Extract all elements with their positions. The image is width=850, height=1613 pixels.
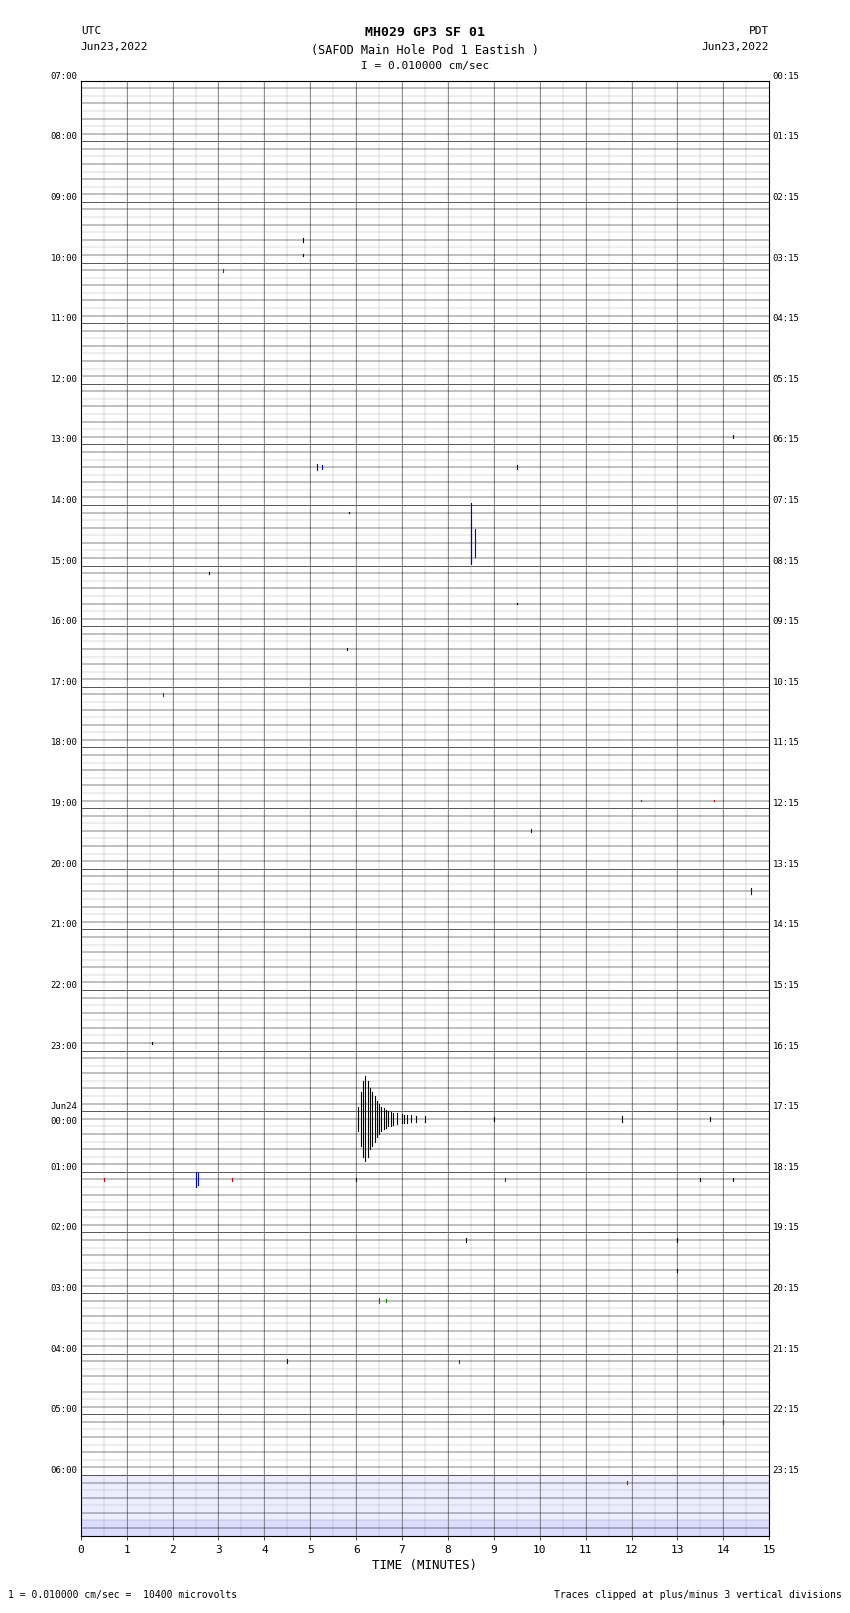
Text: 08:00: 08:00 [50,132,77,142]
Text: Jun23,2022: Jun23,2022 [702,42,769,52]
Text: 05:15: 05:15 [773,374,800,384]
Text: 18:15: 18:15 [773,1163,800,1171]
Text: 10:00: 10:00 [50,253,77,263]
Text: PDT: PDT [749,26,769,35]
Text: 17:00: 17:00 [50,677,77,687]
Text: 06:00: 06:00 [50,1466,77,1474]
Text: I = 0.010000 cm/sec: I = 0.010000 cm/sec [361,61,489,71]
Text: 01:15: 01:15 [773,132,800,142]
Text: Jun23,2022: Jun23,2022 [81,42,148,52]
Text: 08:15: 08:15 [773,556,800,566]
X-axis label: TIME (MINUTES): TIME (MINUTES) [372,1558,478,1571]
Text: 04:00: 04:00 [50,1345,77,1353]
Text: 19:00: 19:00 [50,798,77,808]
Text: 18:00: 18:00 [50,739,77,747]
Text: 07:15: 07:15 [773,497,800,505]
Text: 20:15: 20:15 [773,1284,800,1294]
Text: 17:15: 17:15 [773,1102,800,1111]
Text: (SAFOD Main Hole Pod 1 Eastish ): (SAFOD Main Hole Pod 1 Eastish ) [311,44,539,56]
Text: 11:00: 11:00 [50,315,77,323]
Text: 23:15: 23:15 [773,1466,800,1474]
Text: 16:15: 16:15 [773,1042,800,1050]
Text: 1 = 0.010000 cm/sec =  10400 microvolts: 1 = 0.010000 cm/sec = 10400 microvolts [8,1590,238,1600]
Text: 03:00: 03:00 [50,1284,77,1294]
Text: 16:00: 16:00 [50,618,77,626]
Text: 10:15: 10:15 [773,677,800,687]
Text: 21:15: 21:15 [773,1345,800,1353]
Text: 15:00: 15:00 [50,556,77,566]
Text: 04:15: 04:15 [773,315,800,323]
Text: 00:15: 00:15 [773,71,800,81]
Text: 13:15: 13:15 [773,860,800,869]
Text: 09:15: 09:15 [773,618,800,626]
Text: 12:15: 12:15 [773,798,800,808]
Text: 03:15: 03:15 [773,253,800,263]
Text: 15:15: 15:15 [773,981,800,990]
Text: 22:00: 22:00 [50,981,77,990]
Text: 12:00: 12:00 [50,374,77,384]
Text: MH029 GP3 SF 01: MH029 GP3 SF 01 [365,26,485,39]
Text: 06:15: 06:15 [773,436,800,444]
Text: UTC: UTC [81,26,101,35]
Text: Traces clipped at plus/minus 3 vertical divisions: Traces clipped at plus/minus 3 vertical … [553,1590,842,1600]
Text: 21:00: 21:00 [50,921,77,929]
Text: 22:15: 22:15 [773,1405,800,1415]
Text: 11:15: 11:15 [773,739,800,747]
Text: 23:00: 23:00 [50,1042,77,1050]
Text: 20:00: 20:00 [50,860,77,869]
Text: 13:00: 13:00 [50,436,77,444]
Text: 09:00: 09:00 [50,194,77,202]
Text: 07:00: 07:00 [50,71,77,81]
Text: 05:00: 05:00 [50,1405,77,1415]
Text: 14:00: 14:00 [50,497,77,505]
Text: 02:00: 02:00 [50,1224,77,1232]
Text: 14:15: 14:15 [773,921,800,929]
Text: 19:15: 19:15 [773,1224,800,1232]
Text: 01:00: 01:00 [50,1163,77,1171]
Text: Jun24: Jun24 [50,1102,77,1111]
Text: 00:00: 00:00 [50,1118,77,1126]
Text: 02:15: 02:15 [773,194,800,202]
